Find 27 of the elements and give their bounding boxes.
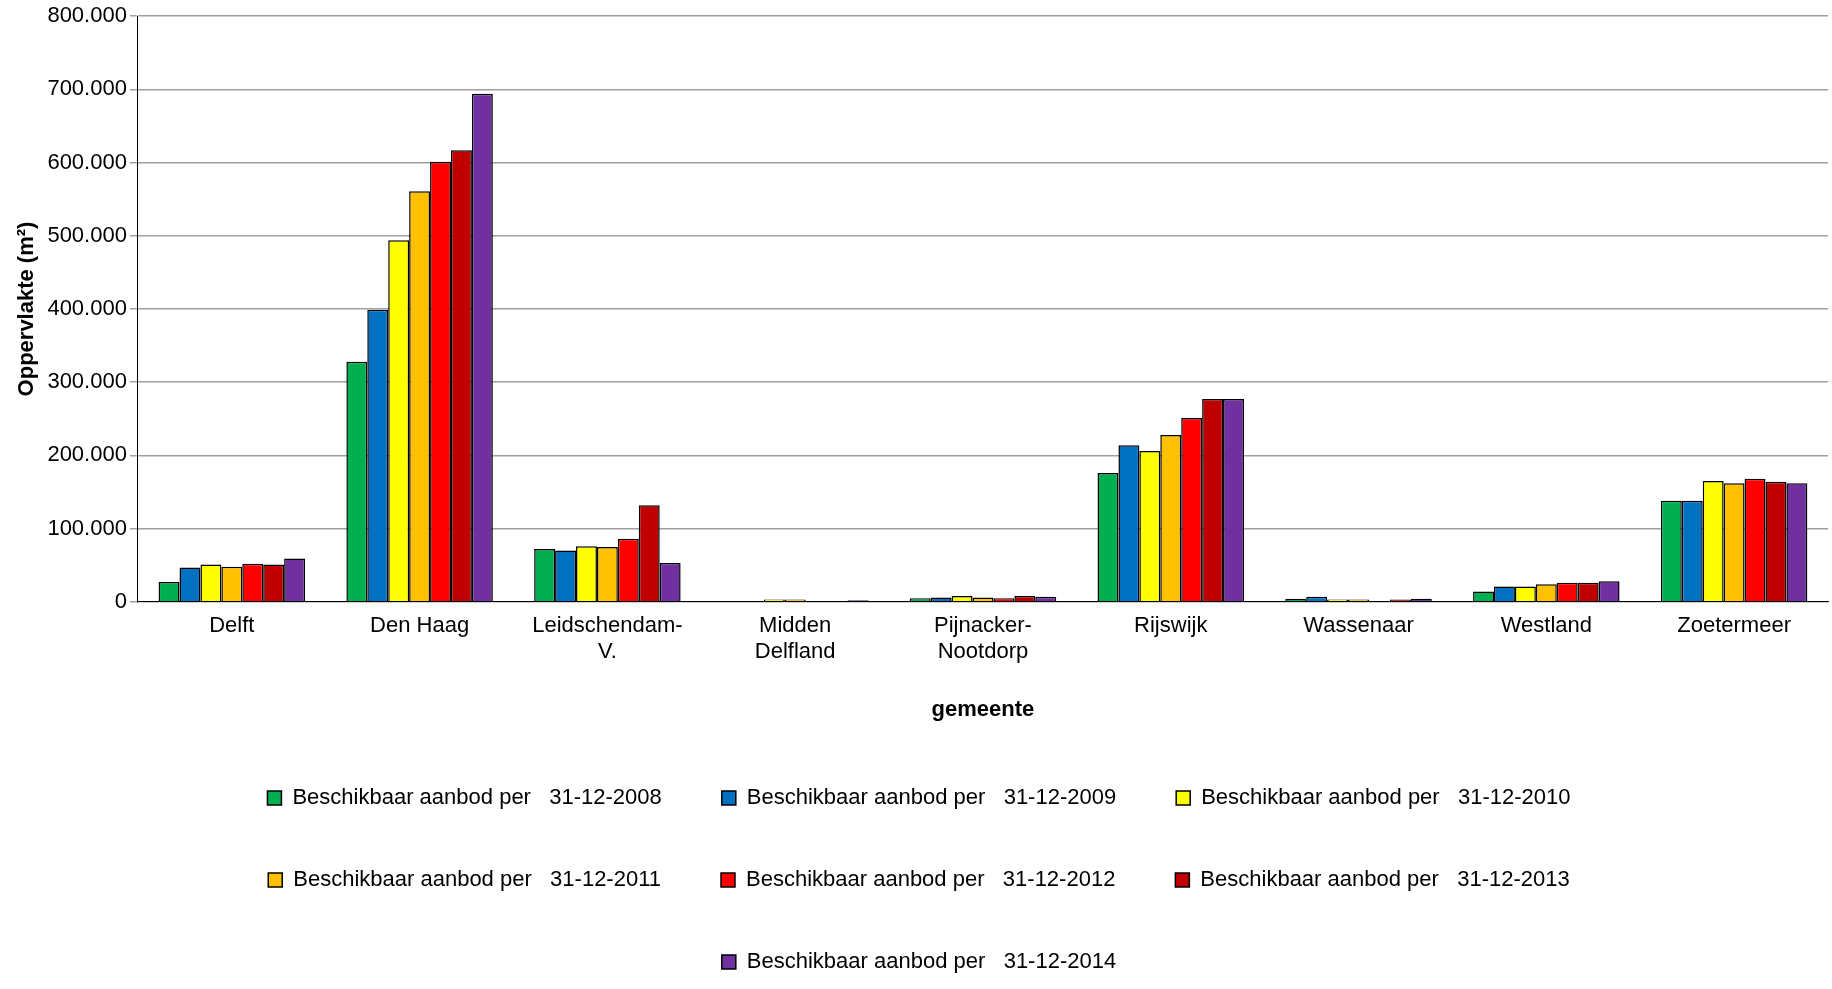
x-tick-label: Delft bbox=[209, 612, 255, 638]
y-tick-label: 800.000 bbox=[47, 2, 127, 28]
legend-label: Beschikbaar aanbod per 31-12-2010 bbox=[1201, 784, 1571, 810]
y-tick-label: 700.000 bbox=[47, 75, 127, 101]
x-tick-label: Leidschendam- V. bbox=[532, 612, 683, 664]
legend-label: Beschikbaar aanbod per 31-12-2012 bbox=[746, 866, 1116, 892]
x-tick-label: Zoetermeer bbox=[1677, 612, 1791, 638]
y-tick-label: 0 bbox=[114, 587, 127, 613]
legend-label: Beschikbaar aanbod per 31-12-2014 bbox=[746, 948, 1117, 974]
x-tick-label: Westland bbox=[1500, 612, 1592, 638]
legend-label: Beschikbaar aanbod per 31-12-2008 bbox=[292, 784, 662, 810]
x-tick-label: Midden Delfland bbox=[754, 612, 836, 664]
x-axis-title: gemeente bbox=[931, 695, 1035, 721]
y-tick-label: 500.000 bbox=[47, 221, 127, 247]
x-tick-label: Den Haag bbox=[370, 612, 470, 638]
x-tick-label: Rijswijk bbox=[1134, 612, 1209, 638]
legend-label: Beschikbaar aanbod per 31-12-2013 bbox=[1200, 866, 1570, 892]
y-axis-title: Oppervlakte (m²) bbox=[13, 221, 39, 397]
x-tick-label: Wassenaar bbox=[1303, 612, 1414, 638]
y-tick-label: 100.000 bbox=[47, 514, 127, 540]
x-tick-label: Pijnacker- Nootdorp bbox=[934, 612, 1032, 664]
y-tick-label: 200.000 bbox=[47, 441, 127, 467]
y-tick-label: 300.000 bbox=[47, 368, 127, 394]
legend-label: Beschikbaar aanbod per 31-12-2011 bbox=[293, 866, 662, 892]
y-tick-label: 400.000 bbox=[47, 295, 127, 321]
y-tick-label: 600.000 bbox=[47, 148, 127, 174]
legend-label: Beschikbaar aanbod per 31-12-2009 bbox=[746, 784, 1117, 810]
